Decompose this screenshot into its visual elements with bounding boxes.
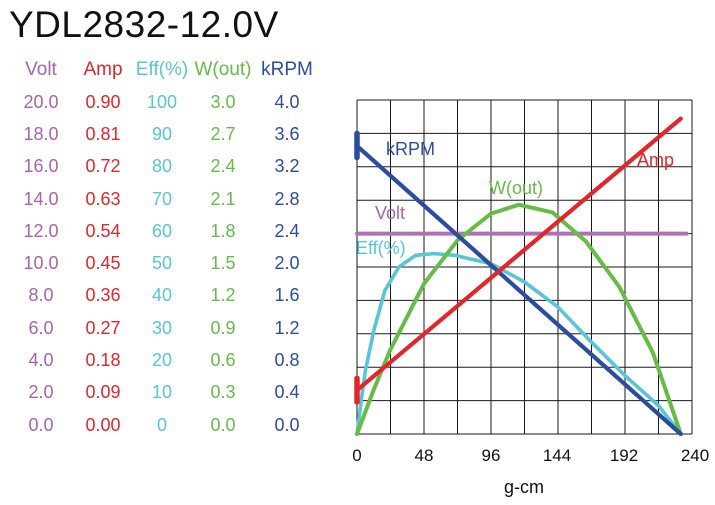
series-eff bbox=[355, 251, 683, 436]
cell-wout: 0.3 bbox=[210, 382, 236, 403]
cell-wout: 3.0 bbox=[210, 91, 236, 112]
series-wout bbox=[355, 202, 683, 436]
x-tick-240: 240 bbox=[680, 446, 710, 465]
cell-wout: 1.8 bbox=[210, 220, 236, 241]
cell-amp: 0.90 bbox=[85, 91, 121, 112]
x-axis-title: g-cm bbox=[504, 477, 544, 497]
cell-volt: 0.0 bbox=[28, 414, 54, 435]
cell-amp: 0.54 bbox=[85, 220, 121, 241]
cell-wout: 0.9 bbox=[210, 317, 236, 338]
cell-eff: 70 bbox=[151, 188, 173, 209]
table-row: 18.0 0.81 90 2.7 3.6 bbox=[10, 118, 322, 150]
cell-eff: 60 bbox=[151, 220, 173, 241]
cell-volt: 8.0 bbox=[28, 285, 54, 306]
cell-volt: 10.0 bbox=[23, 253, 59, 274]
table-row: 10.0 0.45 50 1.5 2.0 bbox=[10, 247, 322, 279]
cell-amp: 0.63 bbox=[85, 188, 121, 209]
wout-curve-label: W(out) bbox=[489, 178, 543, 198]
cell-amp: 0.27 bbox=[85, 317, 121, 338]
cell-eff: 80 bbox=[151, 156, 173, 177]
cell-eff: 90 bbox=[151, 123, 173, 144]
x-tick-144: 144 bbox=[542, 446, 572, 465]
cell-eff: 0 bbox=[156, 414, 167, 435]
cell-amp: 0.45 bbox=[85, 253, 121, 274]
x-tick-48: 48 bbox=[414, 446, 434, 465]
column-header-krpm: kRPM bbox=[261, 59, 313, 80]
cell-wout: 2.1 bbox=[210, 188, 236, 209]
spec-table-rows: 20.0 0.90 100 3.0 4.0 18.0 0.81 90 2.7 3.6 16.0 0.7… bbox=[10, 86, 322, 441]
x-tick-0: 0 bbox=[352, 446, 362, 465]
cell-wout: 1.5 bbox=[210, 253, 236, 274]
table-row: 8.0 0.36 40 1.2 1.6 bbox=[10, 280, 322, 312]
cell-amp: 0.72 bbox=[85, 156, 121, 177]
volt-curve-label: Volt bbox=[375, 203, 406, 223]
page-title: YDL2832-12.0V bbox=[9, 4, 279, 45]
x-tick-96: 96 bbox=[481, 446, 501, 465]
table-row: 4.0 0.18 20 0.6 0.8 bbox=[10, 344, 322, 376]
cell-eff: 100 bbox=[146, 91, 178, 112]
cell-volt: 16.0 bbox=[23, 156, 59, 177]
krpm-curve-label: kRPM bbox=[386, 139, 435, 159]
cell-krpm: 3.2 bbox=[274, 156, 300, 177]
table-row: 6.0 0.27 30 0.9 1.2 bbox=[10, 312, 322, 344]
cell-krpm: 1.6 bbox=[274, 285, 300, 306]
table-row: 12.0 0.54 60 1.8 2.4 bbox=[10, 215, 322, 247]
cell-wout: 1.2 bbox=[210, 285, 236, 306]
cell-volt: 18.0 bbox=[23, 123, 59, 144]
cell-krpm: 0.4 bbox=[274, 382, 300, 403]
cell-volt: 14.0 bbox=[23, 188, 59, 209]
cell-krpm: 0.0 bbox=[274, 414, 300, 435]
cell-krpm: 2.4 bbox=[274, 220, 300, 241]
table-row: 16.0 0.72 80 2.4 3.2 bbox=[10, 151, 322, 183]
table-row: 14.0 0.63 70 2.1 2.8 bbox=[10, 183, 322, 215]
cell-amp: 0.00 bbox=[85, 414, 121, 435]
column-header-eff: Eff(%) bbox=[135, 59, 189, 80]
cell-eff: 10 bbox=[151, 382, 173, 403]
cell-krpm: 4.0 bbox=[274, 91, 300, 112]
cell-wout: 0.0 bbox=[210, 414, 236, 435]
x-tick-192: 192 bbox=[609, 446, 639, 465]
cell-volt: 2.0 bbox=[28, 382, 54, 403]
cell-volt: 12.0 bbox=[23, 220, 59, 241]
cell-krpm: 2.8 bbox=[274, 188, 300, 209]
cell-wout: 2.7 bbox=[210, 123, 236, 144]
cell-wout: 0.6 bbox=[210, 350, 236, 371]
cell-krpm: 1.2 bbox=[274, 317, 300, 338]
column-header-amp: Amp bbox=[83, 59, 123, 80]
cell-volt: 4.0 bbox=[28, 350, 54, 371]
cell-eff: 40 bbox=[151, 285, 173, 306]
cell-amp: 0.36 bbox=[85, 285, 121, 306]
cell-eff: 50 bbox=[151, 253, 173, 274]
cell-krpm: 2.0 bbox=[274, 253, 300, 274]
spec-table-header: Volt Amp Eff(%) W(out) kRPM bbox=[10, 56, 322, 84]
cell-volt: 6.0 bbox=[28, 317, 54, 338]
cell-eff: 30 bbox=[151, 317, 173, 338]
series-krpm bbox=[354, 143, 683, 437]
cell-amp: 0.18 bbox=[85, 350, 121, 371]
table-row: 20.0 0.90 100 3.0 4.0 bbox=[10, 86, 322, 118]
table-row: 0.0 0.00 0 0.0 0.0 bbox=[10, 409, 322, 441]
cell-eff: 20 bbox=[151, 350, 173, 371]
spec-table: Volt Amp Eff(%) W(out) kRPM 20.0 0.90 100 3… bbox=[10, 56, 322, 441]
cell-amp: 0.09 bbox=[85, 382, 121, 403]
cell-volt: 20.0 bbox=[23, 91, 59, 112]
column-header-wout: W(out) bbox=[194, 59, 252, 80]
cell-krpm: 0.8 bbox=[274, 350, 300, 371]
column-header-volt: Volt bbox=[25, 59, 57, 80]
table-row: 2.0 0.09 10 0.3 0.4 bbox=[10, 377, 322, 409]
performance-chart bbox=[354, 99, 693, 437]
cell-amp: 0.81 bbox=[85, 123, 121, 144]
amp-curve-label: Amp bbox=[637, 150, 675, 170]
series-amp bbox=[354, 116, 683, 393]
cell-wout: 2.4 bbox=[210, 156, 236, 177]
eff-curve-label: Eff(%) bbox=[356, 238, 406, 258]
cell-krpm: 3.6 bbox=[274, 123, 300, 144]
